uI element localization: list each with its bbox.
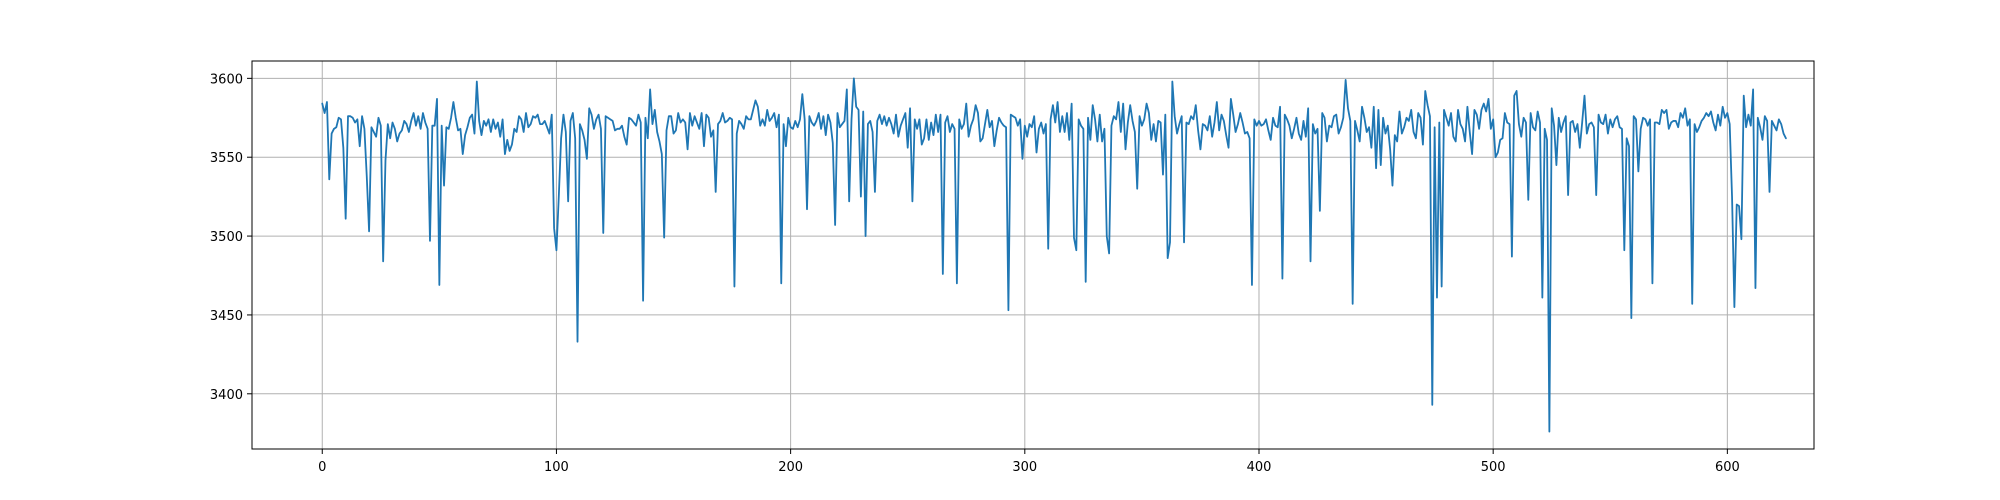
axes: [251, 60, 1815, 450]
plot-area-frame: [251, 60, 1815, 450]
y-tick-label: 3550: [210, 151, 243, 166]
y-axis-ticks: 3400 3450 3500 3550 3600: [210, 72, 252, 403]
x-tick-label: 400: [1247, 460, 1272, 475]
x-axis-ticks: 0 100 200 300 400 500 600: [318, 449, 1740, 475]
y-tick-label: 3400: [210, 388, 243, 403]
x-tick-label: 300: [1012, 460, 1037, 475]
x-tick-label: 200: [778, 460, 803, 475]
series-line: [321, 77, 1787, 433]
x-tick-label: 0: [318, 460, 326, 475]
x-tick-label: 600: [1715, 460, 1740, 475]
series-layer: [321, 77, 1787, 433]
y-tick-label: 3450: [210, 309, 243, 324]
x-tick-label: 500: [1481, 460, 1506, 475]
x-tick-label: 100: [544, 460, 569, 475]
y-tick-label: 3500: [210, 230, 243, 245]
y-tick-label: 3600: [210, 72, 243, 87]
